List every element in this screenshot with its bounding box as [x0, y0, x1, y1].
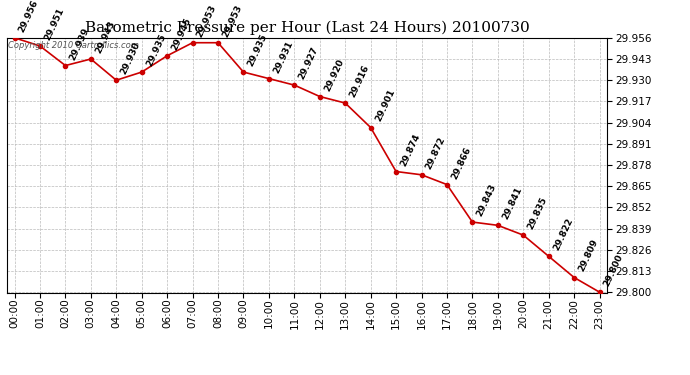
Text: 29.843: 29.843	[475, 183, 498, 218]
Text: Copyright 2010 Cartrollics.com: Copyright 2010 Cartrollics.com	[8, 41, 139, 50]
Text: 29.916: 29.916	[348, 63, 371, 99]
Text: 29.874: 29.874	[399, 132, 422, 167]
Text: 29.835: 29.835	[526, 196, 549, 231]
Text: 29.809: 29.809	[577, 238, 600, 273]
Text: 29.943: 29.943	[94, 20, 117, 55]
Text: 29.945: 29.945	[170, 16, 193, 52]
Text: 29.841: 29.841	[501, 186, 524, 221]
Text: 29.935: 29.935	[144, 33, 168, 68]
Text: 29.953: 29.953	[195, 3, 218, 39]
Text: 29.935: 29.935	[246, 33, 269, 68]
Text: 29.939: 29.939	[68, 26, 91, 62]
Text: 29.930: 29.930	[119, 41, 142, 76]
Text: 29.951: 29.951	[43, 6, 66, 42]
Text: 29.931: 29.931	[272, 39, 295, 74]
Text: 29.800: 29.800	[602, 253, 625, 288]
Text: 29.901: 29.901	[373, 88, 396, 123]
Text: 29.956: 29.956	[17, 0, 40, 34]
Title: Barometric Pressure per Hour (Last 24 Hours) 20100730: Barometric Pressure per Hour (Last 24 Ho…	[85, 21, 529, 35]
Text: 29.822: 29.822	[551, 217, 574, 252]
Text: 29.866: 29.866	[450, 145, 473, 180]
Text: 29.920: 29.920	[322, 57, 346, 92]
Text: 29.927: 29.927	[297, 45, 320, 81]
Text: 29.872: 29.872	[424, 135, 447, 171]
Text: 29.953: 29.953	[221, 3, 244, 39]
